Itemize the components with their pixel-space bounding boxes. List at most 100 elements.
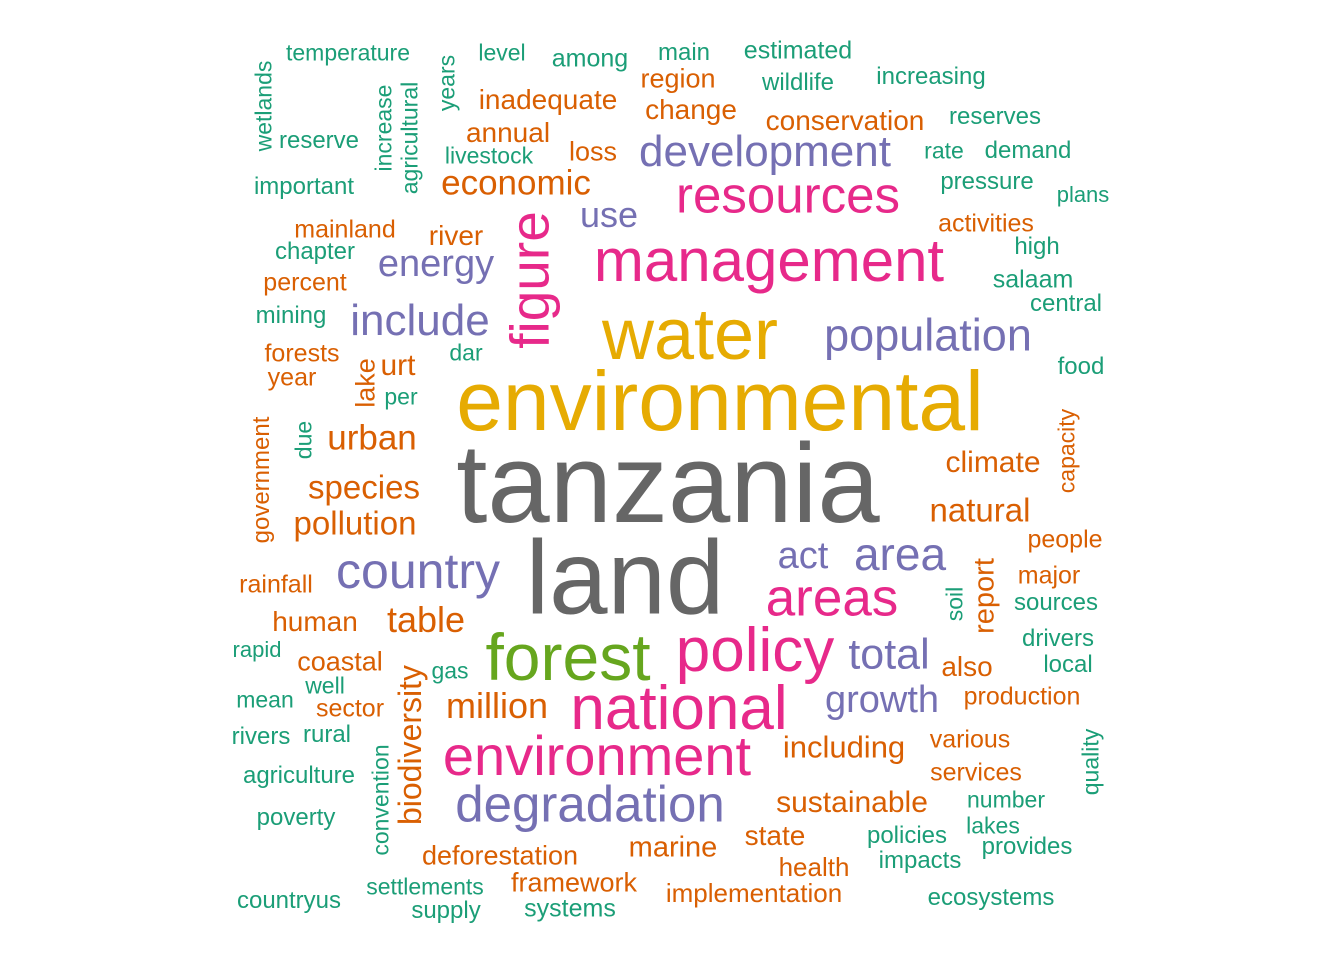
word-land: land	[525, 519, 725, 637]
word-change: change	[645, 94, 737, 125]
word-increasing: increasing	[876, 63, 986, 90]
word-rate: rate	[924, 137, 964, 164]
word-use: use	[579, 194, 639, 235]
word-development: development	[639, 127, 891, 176]
word-pollution: pollution	[293, 504, 417, 542]
word-degradation: degradation	[455, 775, 725, 833]
word-reserve: reserve	[278, 127, 360, 154]
word-forests: forests	[264, 339, 340, 368]
word-local: local	[1043, 651, 1093, 678]
word-natural: natural	[929, 491, 1031, 529]
word-environment: environment	[442, 724, 752, 787]
word-wetlands: wetlands	[250, 60, 277, 152]
word-rainfall: rainfall	[239, 570, 313, 599]
word-mainland: mainland	[294, 215, 396, 244]
word-water: water	[601, 295, 779, 375]
word-state: state	[744, 820, 806, 851]
word-agricultural: agricultural	[396, 81, 423, 195]
word-dar: dar	[449, 339, 483, 366]
word-country: country	[336, 543, 500, 599]
word-national: national	[570, 674, 788, 743]
word-estimated: estimated	[743, 36, 853, 65]
word-sector: sector	[315, 694, 385, 723]
word-countryus: countryus	[236, 887, 342, 914]
word-settlements: settlements	[366, 873, 484, 900]
word-gas: gas	[431, 657, 469, 684]
word-quality: quality	[1077, 728, 1104, 796]
word-mining: mining	[255, 302, 327, 329]
word-soil: soil	[941, 586, 968, 622]
word-pressure: pressure	[940, 168, 1034, 195]
word-implementation: implementation	[665, 878, 843, 908]
word-reserves: reserves	[948, 103, 1042, 130]
word-people: people	[1027, 525, 1103, 554]
word-salaam: salaam	[992, 265, 1074, 294]
word-economic: economic	[441, 163, 591, 203]
word-chapter: chapter	[274, 238, 356, 265]
word-biodiversity: biodiversity	[392, 664, 428, 826]
word-high: high	[1014, 233, 1060, 260]
word-impacts: impacts	[878, 847, 962, 874]
word-including: including	[782, 729, 906, 765]
word-table: table	[386, 599, 466, 640]
word-drivers: drivers	[1021, 625, 1095, 652]
word-area: area	[853, 528, 947, 580]
word-years: years	[433, 54, 460, 112]
word-food: food	[1057, 353, 1105, 380]
word-policies: policies	[866, 822, 948, 849]
word-various: various	[929, 725, 1011, 754]
word-rural: rural	[302, 721, 352, 748]
word-increase: increase	[370, 84, 397, 172]
word-year: year	[267, 363, 317, 392]
word-lake: lake	[350, 358, 381, 408]
word-population: population	[824, 309, 1032, 361]
word-convention: convention	[367, 744, 394, 856]
word-supply: supply	[411, 897, 481, 924]
word-figure: figure	[498, 211, 561, 349]
word-sources: sources	[1013, 589, 1099, 616]
word-river: river	[428, 220, 484, 251]
word-percent: percent	[263, 268, 347, 297]
word-also: also	[941, 651, 993, 682]
word-provides: provides	[981, 833, 1073, 860]
word-capacity: capacity	[1053, 408, 1080, 494]
word-livestock: livestock	[444, 142, 534, 169]
word-million: million	[445, 685, 549, 726]
word-deforestation: deforestation	[421, 840, 579, 871]
word-coastal: coastal	[297, 646, 383, 677]
word-important: important	[253, 173, 355, 200]
word-species: species	[308, 468, 420, 506]
word-resources: resources	[676, 166, 900, 224]
word-level: level	[478, 39, 526, 66]
word-environmental: environmental	[456, 354, 984, 448]
word-well: well	[305, 672, 345, 699]
word-central: central	[1029, 290, 1103, 317]
word-activities: activities	[938, 209, 1034, 238]
word-urt: urt	[380, 349, 416, 382]
word-conservation: conservation	[765, 105, 925, 136]
word-climate: climate	[945, 446, 1041, 479]
word-health: health	[778, 852, 850, 882]
word-plans: plans	[1056, 182, 1110, 207]
word-inadequate: inadequate	[478, 84, 618, 115]
word-region: region	[640, 63, 716, 94]
word-per: per	[384, 383, 418, 410]
word-total: total	[848, 630, 930, 679]
word-temperature: temperature	[285, 39, 411, 66]
word-mean: mean	[236, 686, 294, 713]
word-areas: areas	[765, 568, 899, 628]
word-ecosystems: ecosystems	[927, 884, 1055, 911]
word-urban: urban	[327, 418, 417, 458]
word-forest: forest	[485, 620, 651, 694]
word-wildlife: wildlife	[761, 69, 835, 96]
word-due: due	[290, 420, 317, 460]
word-among: among	[551, 44, 629, 73]
word-demand: demand	[984, 137, 1072, 164]
word-growth: growth	[824, 679, 940, 721]
word-sustainable: sustainable	[776, 786, 928, 819]
word-human: human	[272, 606, 358, 637]
word-annual: annual	[465, 117, 551, 148]
word-loss: loss	[568, 136, 618, 167]
word-lakes: lakes	[966, 812, 1020, 839]
